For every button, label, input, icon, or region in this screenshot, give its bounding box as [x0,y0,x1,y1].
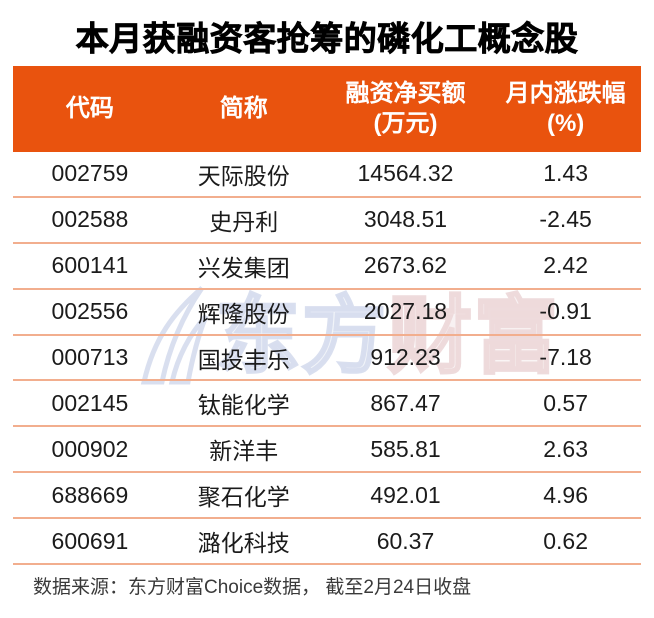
table-row: 000713 国投丰乐 912.23 -7.18 [13,336,641,382]
net-buy-value: 912.23 [370,344,441,370]
stock-name: 辉隆股份 [197,300,290,327]
net-buy-value: 2027.18 [363,298,448,325]
table-row: 600691 潞化科技 60.37 0.62 [13,519,641,566]
monthly-change-value: 0.62 [543,527,588,554]
source-note: 数据来源：东方财富Choice数据， 截至2月24日收盘 [33,577,472,598]
monthly-change-value: 4.96 [543,481,588,508]
stock-code: 688669 [51,481,129,508]
net-buy-value: 492.01 [370,481,441,508]
stock-name: 兴发集团 [197,254,290,281]
net-buy-value: 3048.51 [363,206,448,233]
table-header-row: 代码 简称 融资净买额 (万元) 月内涨跌幅 (%) [13,66,641,152]
table-row: 002556 辉隆股份 2027.18 -0.91 [13,290,641,336]
column-header-label: 代码 [65,95,114,122]
table-body: 002759 天际股份 14564.32 1.43 002588 史丹利 3048.51 -2… [13,152,641,566]
net-buy-value: 2673.62 [363,252,448,279]
column-header-label: 简称 [219,95,268,122]
net-buy-value: 14564.32 [357,160,454,187]
table-row: 002759 天际股份 14564.32 1.43 [13,152,641,198]
column-header-label: 月内涨跌幅 [505,80,626,107]
page-title: 本月获融资客抢筹的磷化工概念股 [75,20,579,58]
stock-code: 600691 [51,527,129,554]
net-buy-value: 867.47 [370,389,441,416]
stock-name: 潞化科技 [197,530,290,557]
stock-name: 钛能化学 [197,392,290,419]
table-row: 002145 钛能化学 867.47 0.57 [13,381,641,428]
column-header-sub: (%) [546,110,585,137]
net-buy-value: 60.37 [376,527,435,554]
column-header-name: 简称 [167,94,321,124]
monthly-change-value: 2.63 [543,435,588,462]
monthly-change-value: -2.45 [539,206,592,233]
table-row: 600141 兴发集团 2673.62 2.42 [13,244,641,290]
stock-code: 600141 [51,252,129,279]
monthly-change-value: 2.42 [543,252,588,279]
stock-name: 天际股份 [197,162,290,189]
net-buy-value: 585.81 [370,435,441,462]
stock-table: 代码 简称 融资净买额 (万元) 月内涨跌幅 (%) 002759 天际股份 145… [13,66,641,566]
column-header-label: 融资净买额 [345,80,466,107]
monthly-change-value: 1.43 [543,160,588,187]
monthly-change-value: -7.18 [539,344,592,370]
stock-name: 聚石化学 [197,484,290,511]
stock-name: 新洋丰 [209,438,279,465]
column-header-code: 代码 [13,94,167,124]
table-row: 002588 史丹利 3048.51 -2.45 [13,198,641,244]
column-header-sub: (万元) [373,110,438,137]
column-header-net-buy: 融资净买额 (万元) [321,79,491,139]
column-header-change: 月内涨跌幅 (%) [490,79,641,139]
table-row: 688669 聚石化学 492.01 4.96 [13,473,641,520]
stock-code: 002588 [51,206,129,233]
stock-name: 史丹利 [209,208,279,235]
stock-code: 002759 [51,160,129,187]
stock-code: 002556 [51,298,129,325]
stock-name: 国投丰乐 [197,346,290,373]
stock-code: 000713 [51,344,129,370]
stock-code: 000902 [51,435,129,462]
stock-code: 002145 [51,389,129,416]
monthly-change-value: -0.91 [539,298,592,325]
table-row: 000902 新洋丰 585.81 2.63 [13,427,641,474]
monthly-change-value: 0.57 [543,389,588,416]
